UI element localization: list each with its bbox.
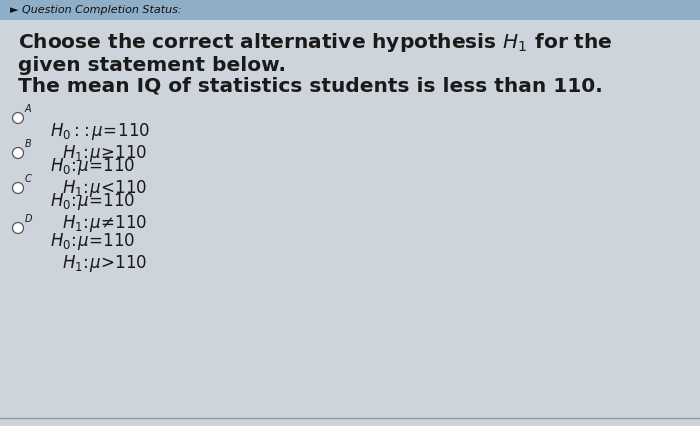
Bar <box>0 0 700 20</box>
Text: $H_0\!:\!\mu\!=\!110$: $H_0\!:\!\mu\!=\!110$ <box>50 191 135 212</box>
Circle shape <box>13 182 24 193</box>
Text: B: B <box>25 139 32 149</box>
Text: $H_0\!:\!\mu\!=\!110$: $H_0\!:\!\mu\!=\!110$ <box>50 156 135 177</box>
Text: D: D <box>25 214 32 224</box>
Text: $H_1\!:\!\mu\!\geq\!110$: $H_1\!:\!\mu\!\geq\!110$ <box>62 143 147 164</box>
Circle shape <box>13 112 24 124</box>
Text: $H_1\!:\!\mu\!>\!110$: $H_1\!:\!\mu\!>\!110$ <box>62 253 147 274</box>
Text: $H_1\!:\!\mu\!<\!110$: $H_1\!:\!\mu\!<\!110$ <box>62 178 147 199</box>
Text: Choose the correct alternative hypothesis $H_1$ for the: Choose the correct alternative hypothesi… <box>18 31 612 54</box>
Text: $H_1\!:\!\mu\!\neq\!110$: $H_1\!:\!\mu\!\neq\!110$ <box>62 213 147 234</box>
Text: given statement below.: given statement below. <box>18 56 286 75</box>
Text: $H_0\!:\!\mu\!=\!110$: $H_0\!:\!\mu\!=\!110$ <box>50 231 135 252</box>
Text: $H_0:\!:\mu\!=\!110$: $H_0:\!:\mu\!=\!110$ <box>50 121 150 142</box>
Text: The mean IQ of statistics students is less than 110.: The mean IQ of statistics students is le… <box>18 76 603 95</box>
Circle shape <box>13 147 24 158</box>
Text: ► Question Completion Status:: ► Question Completion Status: <box>10 5 181 15</box>
Text: C: C <box>25 174 32 184</box>
Text: A: A <box>25 104 32 114</box>
Circle shape <box>13 222 24 233</box>
